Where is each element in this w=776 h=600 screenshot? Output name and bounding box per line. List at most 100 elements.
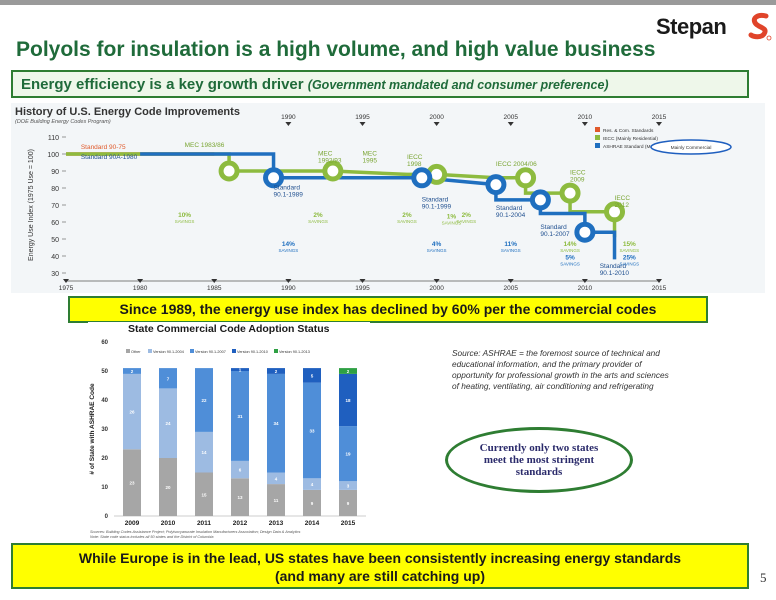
x-tick-label: 2000 [429,285,444,292]
code-label: IECC 2009 [570,169,586,183]
x-tick-label: 1995 [355,285,370,292]
x-tick-label: 2012 [233,520,248,527]
bar-segment-label: 5 [311,373,314,378]
x-tick-marker [285,279,292,283]
legend-label-1: IECC (Mainly Residential) [603,136,658,142]
legend-label-1: Version 90.1-2004 [153,350,184,354]
legend-label-2: Version 90.1-2007 [195,350,226,354]
bar-segment-label: 4 [275,476,278,481]
bar-segment [303,382,321,479]
bar-segment [195,472,213,516]
savings-annotation: 4%SAVINGS [427,241,447,253]
savings-pct: 2% [402,212,412,219]
code-adoption-panel: State Commercial Code Adoption Status 0 10… [88,322,370,540]
code-label: Standard 90.1-1999 [422,197,452,211]
y-tick-label: 50 [101,369,108,375]
savings-word: SAVINGS [560,261,580,266]
history-chart-subtitle: (DOE Building Energy Codes Program) [15,119,111,125]
savings-pct: 4% [432,241,442,248]
bar-segment [267,373,285,473]
x-tick-marker [507,279,514,283]
y-tick-label: 10 [101,485,108,491]
legend-swatch-2 [595,143,600,148]
code-step-marker [263,167,285,189]
savings-pct: 14% [564,241,577,248]
x-tick-label: 2010 [578,285,593,292]
europe-callout-line1: While Europe is in the lead, US states h… [78,550,682,566]
energy-code-history-chart: History of U.S. Energy Code Improvements… [15,106,732,292]
top-year-arrow [581,122,588,126]
savings-word: SAVINGS [442,221,462,226]
bar-segment-label: 22 [201,398,207,403]
legend-swatch-4 [274,349,278,353]
code-step-marker [485,174,507,196]
bar-segment [303,368,321,383]
y-tick-label: 50 [51,237,59,244]
y-tick-label: 60 [101,340,108,346]
bar-segment-label: 3 [347,484,350,489]
code-step-marker [322,160,344,182]
bar-segment-label: 9 [347,501,350,506]
savings-word: SAVINGS [620,261,640,266]
y-axis-label: # of State with ASHRAE Code [89,383,96,475]
legend-label-3: Version 90.1-2010 [237,350,268,354]
savings-pct: 25% [623,254,636,261]
legend-label-2: ASHRAE Standard (Mainly Commercial) [603,144,689,150]
x-tick-marker [581,279,588,283]
bar-segment-label: 31 [237,414,243,419]
bar-segment-label: 20 [165,485,171,490]
europe-callout: While Europe is in the lead, US states h… [11,543,749,589]
x-tick-label: 2011 [197,520,211,527]
bar-segment [195,368,213,432]
x-tick-marker [63,279,69,283]
code-label: Standard 90.1-1989 [274,185,304,199]
y-tick-label: 30 [51,271,59,278]
x-tick-marker [359,279,366,283]
bar-segment [231,478,249,516]
savings-pct: 2% [462,212,472,219]
code-step-marker [574,221,596,243]
adoption-chart-source: Sources: Building Codes Assistance Proje… [90,530,301,534]
top-year-marker: 2010 [578,114,593,121]
legend-swatch-0 [126,349,130,353]
decline-callout: Since 1989, the energy use index has dec… [68,296,708,323]
savings-annotation: 14%SAVINGS [560,241,580,253]
y-tick-label: 40 [101,398,108,404]
bar-segment [123,449,141,516]
bar-segment [159,388,177,458]
europe-callout-line2: (and many are still catching up) [274,568,486,584]
legend-swatch-0 [595,127,600,132]
savings-annotation: 2%SAVINGS [456,212,476,224]
top-year-marker: 2005 [504,114,519,121]
savings-annotation: 1%SAVINGS [442,214,462,226]
y-tick-label: 20 [101,456,108,462]
savings-annotation: 2%SAVINGS [308,212,328,224]
code-label: Standard 90A-1980 [81,154,138,161]
y-tick-label: 30 [101,427,108,433]
page-title: Polyols for insulation is a high volume,… [16,38,656,61]
code-label: Standard 90.1-2007 [540,224,570,238]
code-step-marker [411,167,433,189]
savings-word: SAVINGS [175,219,195,224]
y-tick-label: 90 [51,169,59,176]
savings-annotation: 15%SAVINGS [620,241,640,253]
top-year-marker: 1995 [355,114,370,121]
bar-segment-label: 2 [347,369,350,374]
bar-segment [231,368,249,371]
x-tick-label: 1975 [59,285,74,292]
savings-word: SAVINGS [397,219,417,224]
history-chart-title: History of U.S. Energy Code Improvements [15,106,240,118]
savings-annotation: 10%SAVINGS [175,212,195,224]
bar-segment-label: 13 [237,495,243,500]
bar-segment-label: 33 [309,428,315,433]
x-tick-marker [137,279,144,283]
bar-segment-label: 6 [239,468,242,473]
bar-segment-label: 4 [311,482,314,487]
code-label: MEC 1983/86 [185,142,225,149]
savings-pct: 14% [282,241,295,248]
x-tick-label: 2013 [269,520,284,527]
bar-segment [339,481,357,490]
top-rule [0,0,776,5]
page-number: 5 [760,570,767,585]
code-step-marker [515,167,537,189]
